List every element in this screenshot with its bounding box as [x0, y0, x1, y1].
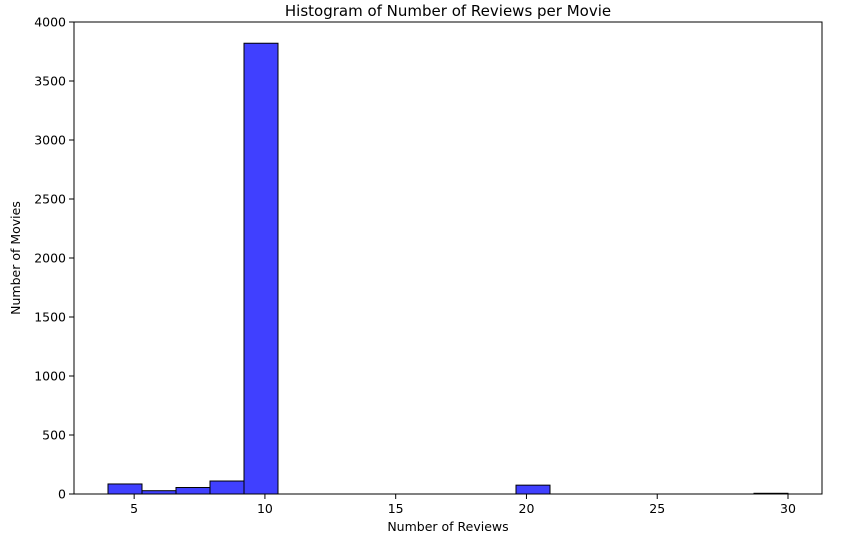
- y-tick-label: 2000: [34, 251, 66, 266]
- histogram-bar: [107, 483, 143, 495]
- x-ticks: 5 10 15 20 25 30: [130, 494, 796, 516]
- histogram-bar: [175, 487, 211, 495]
- y-ticks: 0 500 1000 1500 2000 2500 3000 3500 4000: [34, 15, 74, 502]
- x-tick-label: 5: [130, 501, 138, 516]
- y-axis-label: Number of Movies: [8, 201, 23, 315]
- chart-title: Histogram of Number of Reviews per Movie: [285, 2, 611, 20]
- x-axis-label: Number of Reviews: [387, 519, 508, 534]
- y-tick-label: 4000: [34, 15, 66, 30]
- y-tick-label: 3500: [34, 74, 66, 89]
- histogram-bar: [243, 42, 279, 495]
- x-tick-label: 15: [388, 501, 404, 516]
- y-tick-label: 3000: [34, 133, 66, 148]
- y-tick-label: 2500: [34, 192, 66, 207]
- y-tick-label: 500: [42, 428, 66, 443]
- x-tick-label: 25: [649, 501, 665, 516]
- histogram-bar: [515, 484, 551, 495]
- bars-layer: [107, 42, 789, 495]
- y-tick-label: 0: [58, 487, 66, 502]
- x-tick-label: 30: [780, 501, 796, 516]
- x-tick-label: 20: [519, 501, 535, 516]
- y-tick-label: 1000: [34, 369, 66, 384]
- x-tick-label: 10: [257, 501, 273, 516]
- histogram-bar: [209, 480, 245, 495]
- axes-frame: [73, 21, 823, 495]
- y-tick-label: 1500: [34, 310, 66, 325]
